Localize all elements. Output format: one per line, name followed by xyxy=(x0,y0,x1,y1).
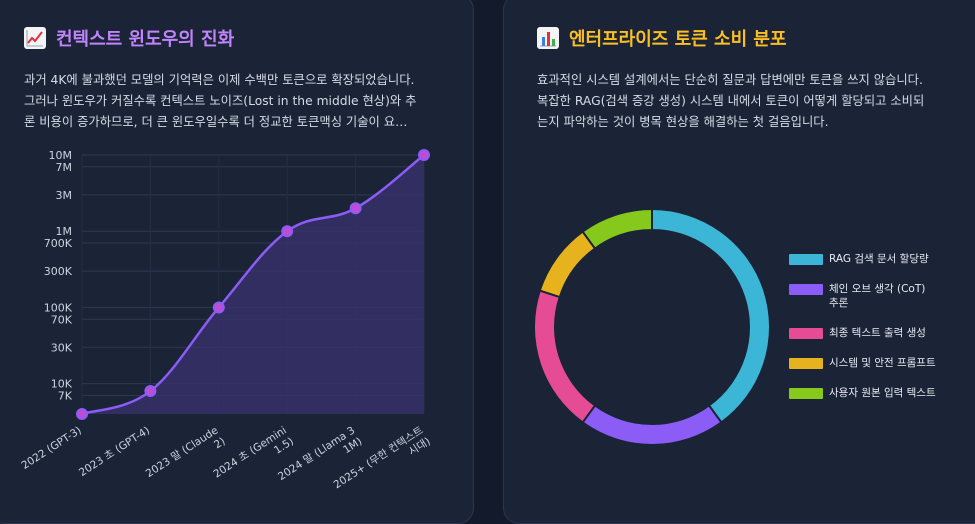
left-description-line: 그러나 윈도우가 커질수록 컨텍스트 노이즈(Lost in the middl… xyxy=(24,94,417,108)
legend-label: 최종 텍스트 출력 생성 xyxy=(829,327,926,339)
donut-slice[interactable] xyxy=(581,404,723,446)
legend-label: 시스템 및 안전 프롬프트 xyxy=(829,357,936,369)
data-point[interactable] xyxy=(144,385,157,398)
right-description-line: 복잡한 RAG(검색 증강 생성) 시스템 내에서 토큰이 어떻게 할당되고 소… xyxy=(537,94,925,108)
right-title-text: 엔터프라이즈 토큰 소비 분포 xyxy=(569,29,787,50)
legend-label: RAG 검색 문서 할당량 xyxy=(829,253,929,265)
y-tick-label: 700K xyxy=(44,237,73,250)
data-point[interactable] xyxy=(281,225,294,238)
legend-item[interactable]: 시스템 및 안전 프롬프트 xyxy=(789,356,975,370)
right-description-line: 효과적인 시스템 설계에서는 단순히 질문과 답변에만 토큰을 쓰지 않습니다. xyxy=(537,73,923,87)
left-description: 과거 4K에 불과했던 모델의 기억력은 이제 수백만 토큰으로 확장되었습니다… xyxy=(24,70,416,133)
y-tick-label: 300K xyxy=(44,265,73,278)
legend-swatch xyxy=(789,254,823,265)
y-tick-label: 7K xyxy=(58,389,73,402)
y-tick-label: 10M xyxy=(49,149,73,162)
data-point[interactable] xyxy=(212,301,225,314)
donut-slice[interactable] xyxy=(651,207,771,424)
legend-swatch xyxy=(789,284,823,295)
donut-slice[interactable] xyxy=(581,207,653,250)
legend-item[interactable]: 체인 오브 생각 (CoT) 추론 xyxy=(789,282,975,310)
left-title-text: 컨텍스트 윈도우의 진화 xyxy=(56,29,235,50)
legend-swatch xyxy=(789,388,823,399)
left-description-line: 론 비용이 증가하므로, 더 큰 윈도우일수록 더 정교한 토큰맥싱 기술이 요… xyxy=(24,115,408,129)
right-panel-title: 엔터프라이즈 토큰 소비 분포 xyxy=(537,25,787,51)
donut-slice[interactable] xyxy=(533,289,597,424)
legend-label: 사용자 원본 입력 텍스트 xyxy=(829,387,936,399)
data-point[interactable] xyxy=(418,149,430,161)
legend-swatch xyxy=(789,358,823,369)
data-point[interactable] xyxy=(76,408,88,420)
area-fill xyxy=(82,155,424,414)
left-panel-title: 컨텍스트 윈도우의 진화 xyxy=(24,25,234,51)
legend-label: 체인 오브 생각 (CoT) xyxy=(829,283,926,295)
data-point[interactable] xyxy=(349,202,362,215)
right-description-line: 는지 파악하는 것이 병목 현상을 해결하는 첫 걸음입니다. xyxy=(537,115,829,129)
legend-item[interactable]: 최종 텍스트 출력 생성 xyxy=(789,326,975,340)
right-description: 효과적인 시스템 설계에서는 단순히 질문과 답변에만 토큰을 쓰지 않습니다.… xyxy=(537,70,924,133)
legend-swatch xyxy=(789,328,823,339)
chart-increasing-icon xyxy=(24,27,46,49)
y-tick-label: 70K xyxy=(51,313,73,326)
y-tick-label: 30K xyxy=(51,341,73,354)
left-description-line: 과거 4K에 불과했던 모델의 기억력은 이제 수백만 토큰으로 확장되었습니다… xyxy=(24,73,415,87)
legend-item[interactable]: RAG 검색 문서 할당량 xyxy=(789,252,975,266)
legend-label: 추론 xyxy=(829,297,849,309)
y-tick-label: 1M xyxy=(56,225,73,238)
donut-slice[interactable] xyxy=(538,230,597,299)
bar-chart-icon xyxy=(537,27,559,49)
y-tick-label: 10K xyxy=(51,378,73,391)
y-tick-label: 7M xyxy=(56,161,73,174)
legend-item[interactable]: 사용자 원본 입력 텍스트 xyxy=(789,386,975,400)
y-tick-label: 100K xyxy=(44,301,73,314)
y-tick-label: 3M xyxy=(56,189,73,202)
